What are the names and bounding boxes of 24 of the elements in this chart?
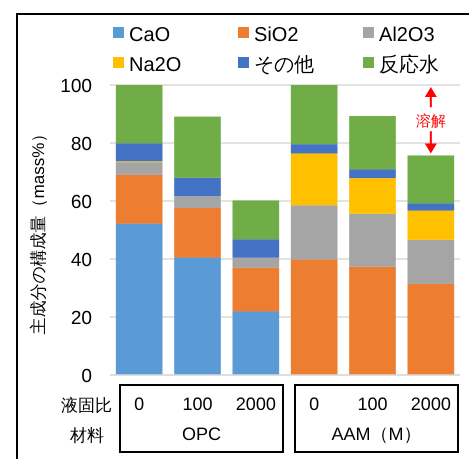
y-tick-label: 100	[60, 76, 92, 97]
legend-label: その他	[254, 54, 314, 76]
legend-label: SiO2	[254, 24, 298, 46]
legend-label: CaO	[129, 24, 170, 46]
y-tick-label: 0	[81, 366, 92, 387]
x-tick-label: 100	[182, 394, 213, 414]
y-tick-label: 60	[70, 192, 92, 213]
x-tick-label: 2000	[410, 394, 451, 414]
text: 材料	[69, 426, 104, 445]
text: AAM（M）	[332, 424, 422, 444]
text: OPC	[182, 424, 222, 444]
x-tick-label: 2000	[236, 394, 276, 414]
x-tick-label: 0	[134, 394, 144, 414]
y-tick-label: 20	[70, 308, 92, 329]
legend-label: 反応水	[379, 53, 439, 76]
annotation: 溶解	[416, 113, 446, 130]
x-tick-label: 100	[357, 394, 388, 414]
text: 液固比	[61, 396, 112, 415]
y-axis-title: 主成分の構成量（mass%）	[29, 126, 48, 334]
x-tick-label: 0	[309, 394, 320, 414]
y-tick-label: 40	[70, 250, 92, 271]
legend-label: Al2O3	[379, 24, 435, 46]
legend-label: Na2O	[129, 54, 182, 76]
y-tick-label: 80	[70, 134, 92, 155]
